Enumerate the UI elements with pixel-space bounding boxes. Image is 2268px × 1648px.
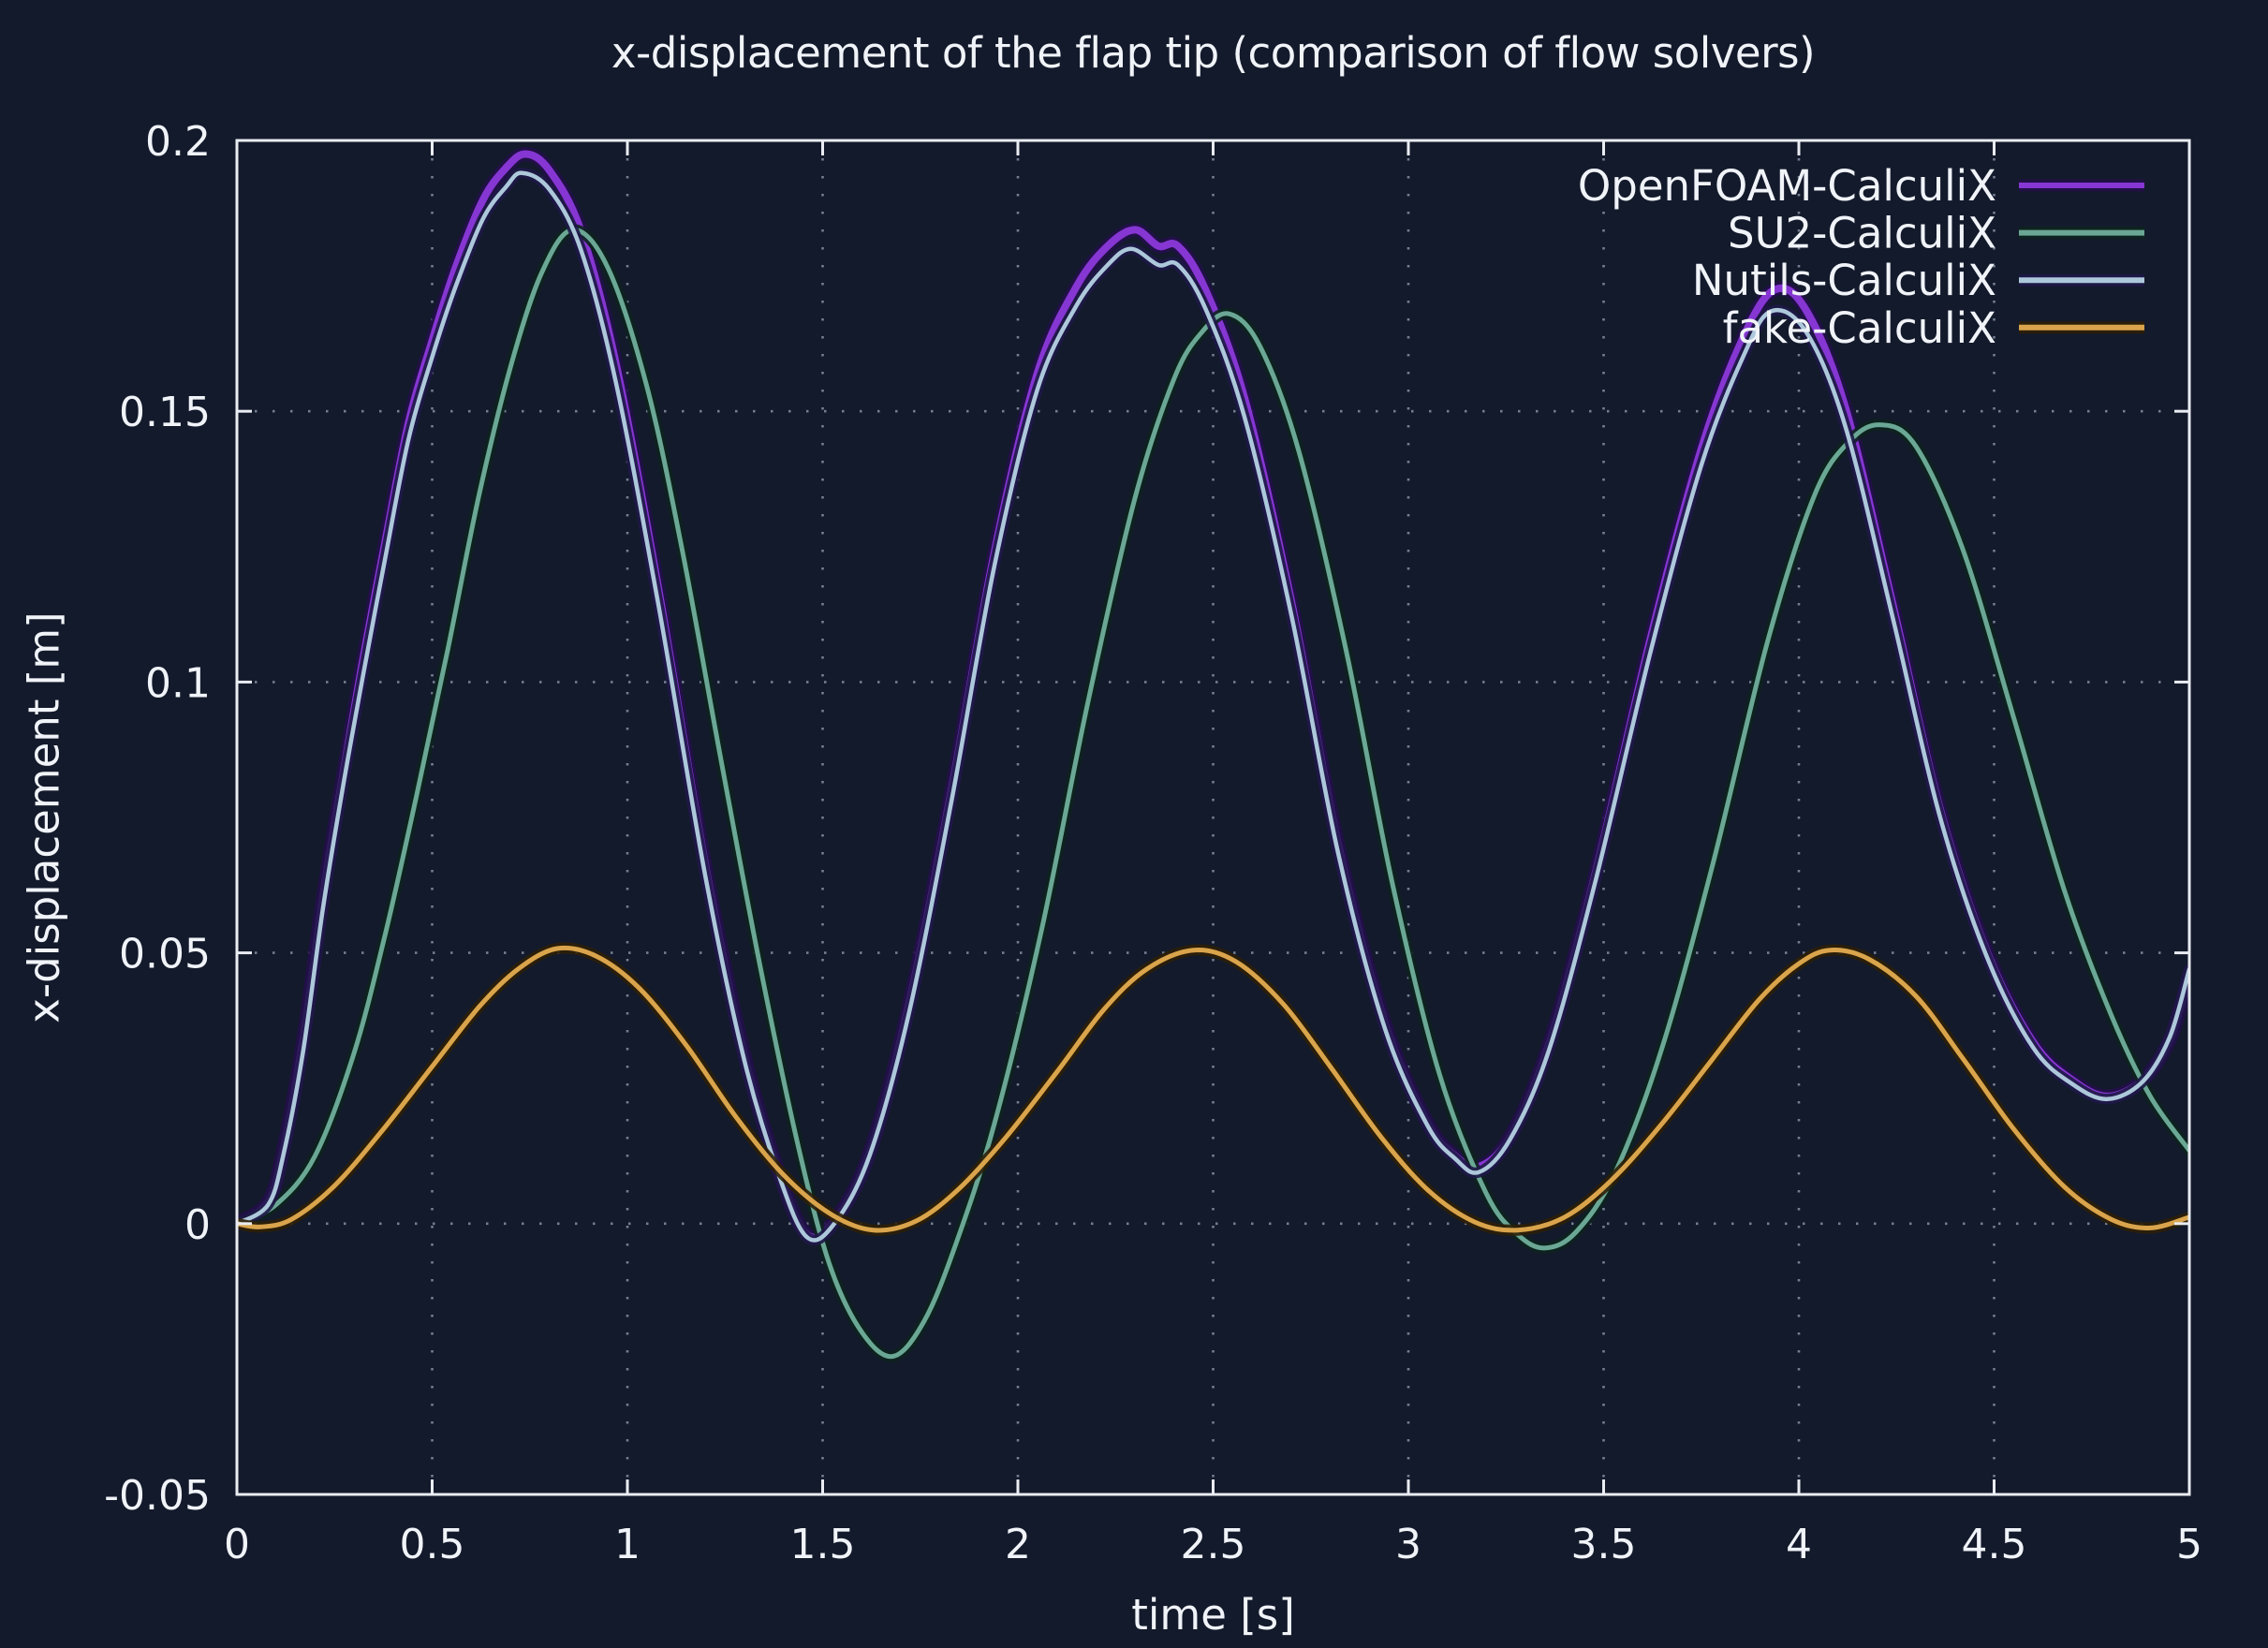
x-tick-label: 2 [1005, 1521, 1031, 1568]
legend-item-label: fake-CalculiX [1723, 303, 1996, 353]
series-line-OpenFOAM-CalculiX [236, 150, 2190, 1242]
x-tick-label: 1.5 [790, 1521, 856, 1568]
series-halo-fake-CalculiX [236, 942, 2190, 1236]
x-tick-label: 1 [614, 1521, 641, 1568]
series-halo-SU2-CalculiX [236, 224, 2190, 1362]
series-line-SU2-CalculiX [236, 227, 2190, 1360]
legend-item: fake-CalculiX [1723, 303, 2144, 353]
y-tick-label: 0.2 [145, 118, 211, 166]
legend-item-label: SU2-CalculiX [1728, 209, 1996, 258]
x-axis-title: time [s] [1131, 1590, 1295, 1640]
y-tick-label: -0.05 [104, 1472, 211, 1520]
tick-labels: 0 0.5 1 1.5 2 2.5 3 3.5 4 4.5 5 -0.05 0 0.05 0.1 0.15 0.… [104, 118, 2202, 1568]
x-tick-label: 0.5 [400, 1521, 465, 1568]
legend-item-label: Nutils-CalculiX [1692, 256, 1996, 305]
series-line-Nutils-CalculiX [236, 170, 2190, 1243]
y-tick-label: 0 [184, 1201, 211, 1249]
x-tick-label: 2.5 [1181, 1521, 1246, 1568]
legend-item-label: OpenFOAM-CalculiX [1578, 161, 1996, 211]
y-tick-label: 0.05 [119, 931, 211, 978]
chart-title: x-displacement of the flap tip (comparis… [611, 28, 1816, 78]
y-tick-label: 0.1 [145, 659, 211, 707]
legend-item: SU2-CalculiX [1728, 209, 2144, 258]
tick-marks [235, 139, 2191, 1496]
legend: OpenFOAM-CalculiXSU2-CalculiXNutils-Calc… [1578, 161, 2144, 353]
x-tick-label: 3 [1395, 1521, 1421, 1568]
x-tick-label: 4 [1786, 1521, 1812, 1568]
y-tick-label: 0.15 [119, 389, 211, 436]
series-group [236, 147, 2190, 1362]
x-tick-label: 3.5 [1571, 1521, 1637, 1568]
x-tick-label: 5 [2176, 1521, 2202, 1568]
legend-item: OpenFOAM-CalculiX [1578, 161, 2144, 211]
legend-item: Nutils-CalculiX [1692, 256, 2144, 305]
x-tick-label: 0 [224, 1521, 250, 1568]
series-line-fake-CalculiX [236, 945, 2190, 1233]
x-tick-label: 4.5 [1962, 1521, 2027, 1568]
